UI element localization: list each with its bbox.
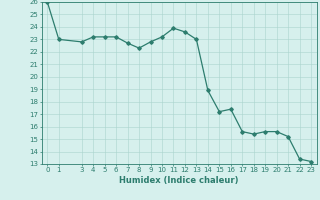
X-axis label: Humidex (Indice chaleur): Humidex (Indice chaleur) — [119, 176, 239, 185]
